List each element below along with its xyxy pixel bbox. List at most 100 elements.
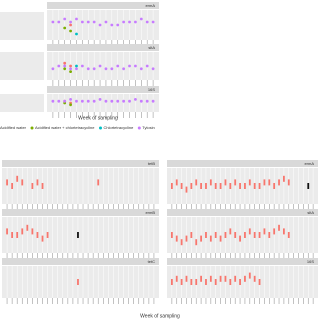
data-range: [41, 183, 44, 189]
data-range: [36, 179, 39, 186]
data-point: [139, 99, 143, 103]
data-point: [69, 23, 72, 27]
data-range: [258, 279, 261, 285]
data-range: [244, 232, 246, 238]
data-range: [16, 175, 19, 182]
data-range: [205, 279, 207, 285]
data-range: [234, 275, 237, 282]
data-range: [200, 183, 202, 189]
data-point: [139, 67, 143, 71]
panel-background: [167, 168, 318, 204]
data-range: [209, 275, 212, 282]
data-point: [151, 67, 155, 71]
panel-title: ermA: [304, 161, 314, 166]
data-point: [122, 20, 126, 24]
data-point: [80, 64, 84, 68]
data-point: [63, 67, 67, 71]
data-range: [307, 183, 310, 189]
data-range: [195, 279, 198, 285]
x-axis-label: Week of sampling: [140, 313, 180, 319]
data-range: [229, 279, 232, 285]
panel-title: sltA: [307, 210, 314, 215]
data-point: [69, 103, 72, 107]
strip: [167, 160, 318, 167]
data-range: [278, 224, 280, 231]
data-point: [80, 20, 84, 24]
data-point: [116, 23, 120, 27]
data-range: [209, 179, 212, 186]
data-range: [195, 239, 198, 246]
strip: [2, 209, 159, 216]
data-point: [69, 29, 72, 33]
data-point: [92, 99, 96, 103]
data-range: [180, 279, 183, 285]
strip: [167, 209, 318, 216]
data-range: [253, 232, 256, 238]
data-range: [31, 228, 34, 235]
panel-title: ermB: [145, 210, 155, 215]
data-range: [190, 279, 193, 285]
data-point: [128, 99, 131, 103]
data-point: [57, 64, 61, 68]
data-range: [224, 179, 227, 186]
data-point: [116, 64, 120, 68]
panel-title: tetB: [148, 161, 155, 166]
data-range: [224, 232, 227, 238]
data-range: [200, 275, 202, 282]
x-axis-label: Week of sampling: [78, 115, 118, 121]
data-range: [219, 235, 222, 242]
data-range: [31, 183, 34, 189]
data-point: [110, 23, 114, 27]
data-range: [195, 179, 198, 186]
data-point: [75, 64, 78, 68]
data-range: [97, 179, 100, 186]
data-point: [63, 61, 67, 65]
data-range: [244, 275, 246, 282]
panel-background: [2, 168, 159, 204]
data-range: [273, 183, 276, 189]
panel-title: 16S: [307, 259, 314, 264]
data-range: [185, 235, 188, 242]
data-point: [75, 99, 78, 103]
panel-title: 16S: [148, 87, 155, 92]
data-range: [21, 179, 24, 186]
data-range: [239, 235, 241, 242]
data-point: [92, 20, 96, 24]
data-point: [80, 99, 84, 103]
data-point: [134, 64, 137, 68]
data-range: [229, 183, 232, 189]
data-range: [205, 183, 207, 189]
panel-background: [47, 10, 159, 40]
legend-marker: [137, 126, 141, 130]
data-range: [175, 275, 178, 282]
data-range: [170, 232, 173, 238]
data-point: [145, 64, 149, 68]
data-range: [258, 232, 261, 238]
data-point: [63, 17, 67, 21]
data-point: [110, 67, 114, 71]
panel-background: [0, 52, 44, 80]
strip: [47, 44, 159, 51]
data-point: [75, 67, 78, 71]
data-point: [69, 20, 72, 24]
panel-background: [2, 217, 159, 253]
data-range: [170, 183, 173, 189]
data-range: [273, 228, 276, 235]
data-point: [51, 99, 55, 103]
data-range: [219, 275, 222, 282]
panel-title: sltA: [148, 45, 155, 50]
data-point: [63, 64, 67, 68]
panel-background: [167, 266, 318, 298]
data-point: [69, 64, 72, 68]
data-range: [180, 183, 183, 189]
data-range: [46, 232, 49, 238]
data-range: [175, 235, 178, 242]
panel-title: ermA: [145, 3, 155, 8]
strip: [2, 160, 159, 167]
data-point: [134, 20, 137, 24]
data-point: [134, 98, 137, 101]
data-point: [151, 20, 155, 24]
data-range: [77, 232, 79, 238]
data-point: [145, 99, 149, 103]
